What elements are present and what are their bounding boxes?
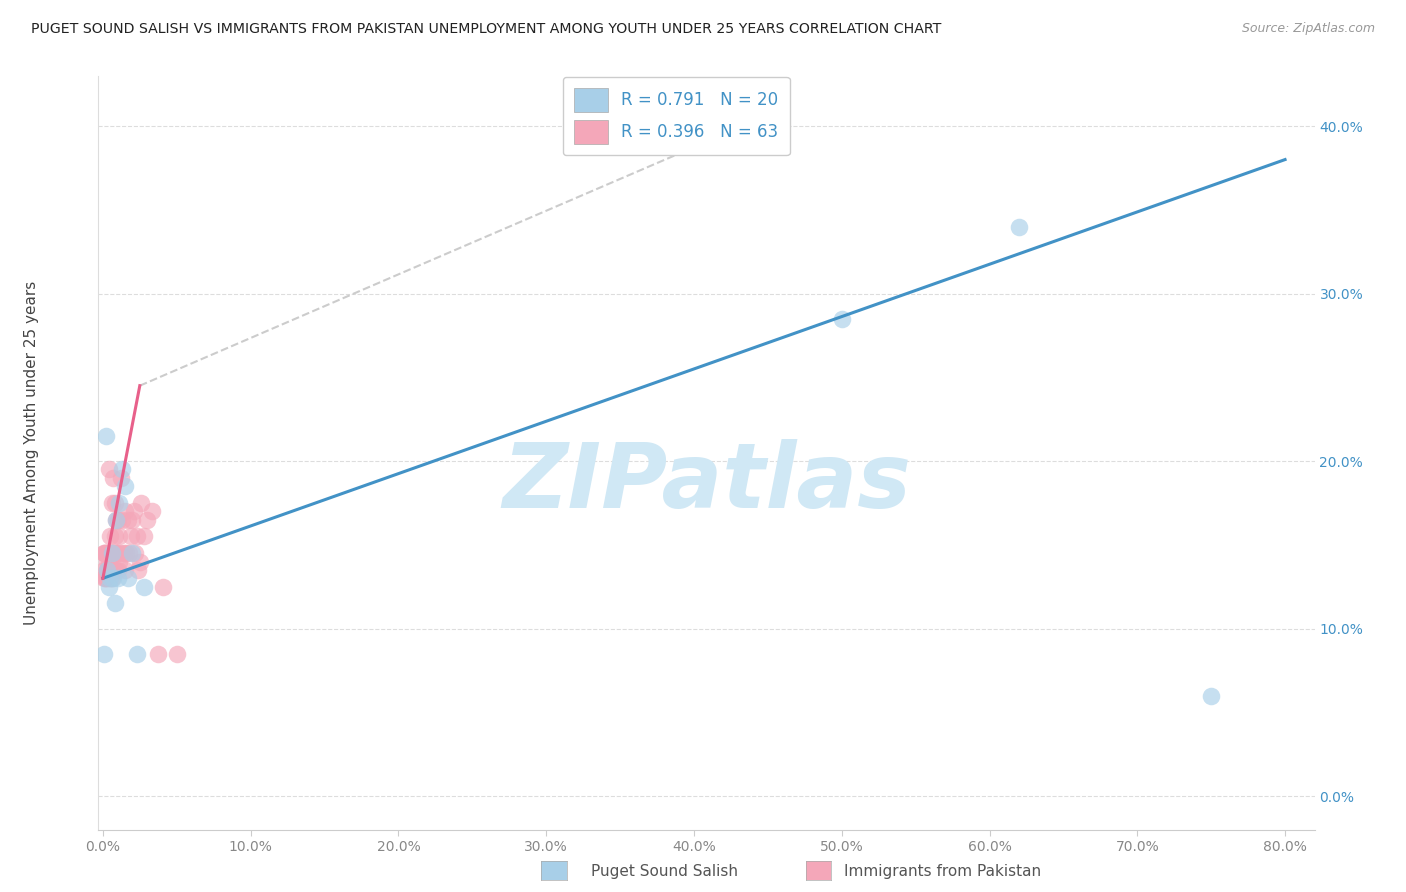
Text: ZIPatlas: ZIPatlas bbox=[502, 439, 911, 527]
Point bbox=[118, 546, 141, 560]
Point bbox=[105, 513, 128, 527]
Point bbox=[110, 471, 132, 485]
Point bbox=[831, 311, 853, 326]
Text: PUGET SOUND SALISH VS IMMIGRANTS FROM PAKISTAN UNEMPLOYMENT AMONG YOUTH UNDER 25: PUGET SOUND SALISH VS IMMIGRANTS FROM PA… bbox=[31, 22, 941, 37]
Point bbox=[100, 571, 122, 585]
Point bbox=[93, 546, 115, 560]
Point bbox=[105, 546, 128, 560]
Point bbox=[105, 513, 128, 527]
Point bbox=[124, 546, 146, 560]
Point bbox=[136, 513, 159, 527]
Point bbox=[97, 555, 120, 569]
Point bbox=[94, 429, 117, 443]
Point bbox=[94, 571, 117, 585]
Point bbox=[98, 571, 121, 585]
Point bbox=[108, 555, 131, 569]
Point bbox=[93, 563, 115, 577]
Point bbox=[111, 462, 134, 476]
Text: Source: ZipAtlas.com: Source: ZipAtlas.com bbox=[1241, 22, 1375, 36]
Point bbox=[115, 546, 138, 560]
Point bbox=[94, 546, 117, 560]
Point bbox=[96, 546, 118, 560]
Point bbox=[127, 563, 149, 577]
Point bbox=[120, 529, 142, 543]
Point bbox=[121, 513, 143, 527]
Point bbox=[125, 529, 148, 543]
Point bbox=[100, 546, 122, 560]
Point bbox=[104, 529, 127, 543]
Point bbox=[93, 647, 115, 661]
Point bbox=[117, 571, 139, 585]
Point bbox=[98, 529, 121, 543]
Point bbox=[134, 529, 156, 543]
Point bbox=[112, 546, 135, 560]
Point bbox=[107, 563, 129, 577]
Point bbox=[114, 479, 136, 493]
Point bbox=[107, 546, 129, 560]
Point bbox=[166, 647, 188, 661]
Point bbox=[103, 471, 125, 485]
Point bbox=[111, 513, 134, 527]
Point bbox=[141, 504, 163, 518]
Legend: R = 0.791   N = 20, R = 0.396   N = 63: R = 0.791 N = 20, R = 0.396 N = 63 bbox=[562, 77, 790, 155]
Point bbox=[94, 546, 117, 560]
Point bbox=[96, 563, 118, 577]
Point bbox=[103, 546, 125, 560]
Point bbox=[152, 580, 174, 594]
Text: Puget Sound Salish: Puget Sound Salish bbox=[591, 864, 738, 879]
Point bbox=[97, 563, 120, 577]
Point bbox=[103, 571, 125, 585]
Point bbox=[146, 647, 169, 661]
Point bbox=[103, 563, 125, 577]
Point bbox=[117, 513, 139, 527]
Point bbox=[96, 555, 118, 569]
Point bbox=[1199, 689, 1222, 703]
Point bbox=[129, 496, 152, 510]
Point bbox=[121, 546, 143, 560]
Point bbox=[93, 546, 115, 560]
Point bbox=[114, 563, 136, 577]
Point bbox=[128, 555, 150, 569]
Text: Immigrants from Pakistan: Immigrants from Pakistan bbox=[844, 864, 1040, 879]
Point bbox=[98, 546, 121, 560]
Point bbox=[134, 580, 156, 594]
Point bbox=[97, 546, 120, 560]
Point bbox=[93, 571, 115, 585]
Point bbox=[96, 563, 118, 577]
Text: Unemployment Among Youth under 25 years: Unemployment Among Youth under 25 years bbox=[24, 281, 39, 624]
Point bbox=[1008, 219, 1031, 234]
Point bbox=[97, 580, 120, 594]
Point bbox=[100, 546, 122, 560]
Point bbox=[96, 571, 118, 585]
Point bbox=[104, 546, 127, 560]
Point bbox=[100, 496, 122, 510]
Point bbox=[108, 529, 131, 543]
Point bbox=[110, 546, 132, 560]
Point bbox=[107, 571, 129, 585]
Point bbox=[125, 647, 148, 661]
Point bbox=[105, 563, 128, 577]
Point bbox=[98, 546, 121, 560]
Point bbox=[104, 563, 127, 577]
Point bbox=[114, 504, 136, 518]
Point bbox=[97, 462, 120, 476]
Point bbox=[94, 571, 117, 585]
Point bbox=[104, 496, 127, 510]
Point bbox=[107, 513, 129, 527]
Point bbox=[96, 563, 118, 577]
Point bbox=[108, 496, 131, 510]
Point bbox=[104, 596, 127, 610]
Point bbox=[122, 504, 145, 518]
Point bbox=[98, 571, 121, 585]
Point bbox=[97, 563, 120, 577]
